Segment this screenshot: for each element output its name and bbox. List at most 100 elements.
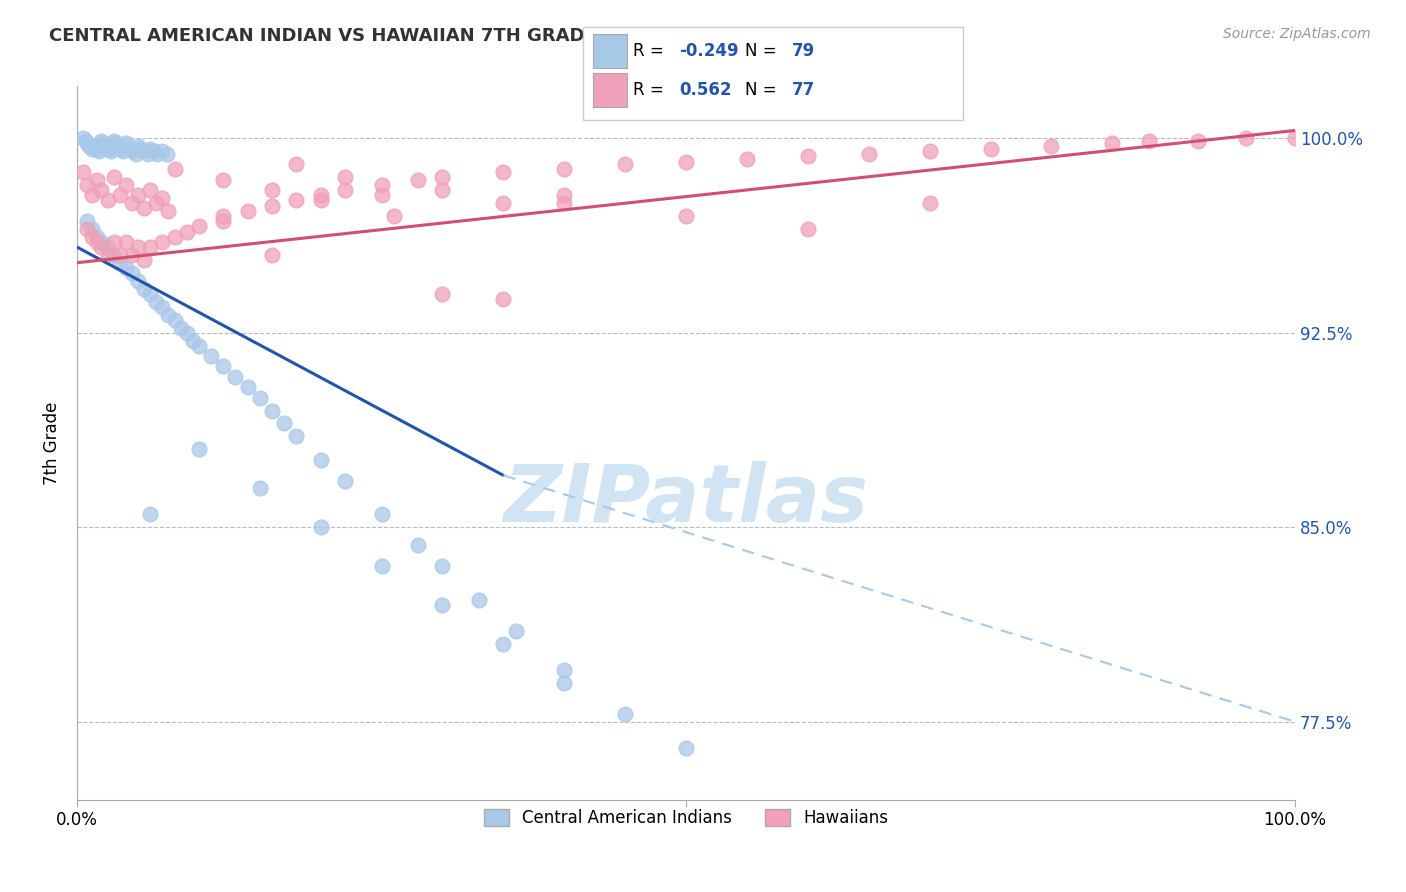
Point — [236, 380, 259, 394]
Point — [432, 559, 454, 574]
Point — [127, 240, 149, 254]
Point — [108, 248, 131, 262]
Point — [468, 592, 491, 607]
Point — [105, 136, 128, 151]
Point — [309, 452, 332, 467]
Point — [236, 203, 259, 218]
Point — [150, 300, 173, 314]
Point — [117, 139, 139, 153]
Point — [285, 157, 308, 171]
Point — [553, 663, 575, 677]
Point — [309, 188, 332, 202]
Point — [77, 139, 100, 153]
Point — [139, 286, 162, 301]
Point — [553, 675, 575, 690]
Point — [309, 520, 332, 534]
Text: CENTRAL AMERICAN INDIAN VS HAWAIIAN 7TH GRADE CORRELATION CHART: CENTRAL AMERICAN INDIAN VS HAWAIIAN 7TH … — [49, 27, 818, 45]
Point — [121, 248, 143, 262]
Point — [76, 136, 98, 151]
Point — [212, 209, 235, 223]
Point — [107, 139, 129, 153]
Point — [76, 178, 98, 192]
Point — [157, 203, 180, 218]
Point — [80, 142, 103, 156]
Point — [97, 142, 120, 156]
Point — [72, 165, 94, 179]
Point — [200, 349, 222, 363]
Point — [139, 183, 162, 197]
Point — [432, 170, 454, 185]
Point — [249, 481, 271, 495]
Point — [103, 248, 125, 262]
Point — [114, 260, 136, 275]
Point — [90, 134, 112, 148]
Point — [103, 134, 125, 148]
Point — [260, 403, 283, 417]
Point — [273, 417, 295, 431]
Point — [918, 196, 941, 211]
Point — [492, 637, 515, 651]
Point — [80, 188, 103, 202]
Text: 79: 79 — [792, 42, 815, 60]
Point — [505, 624, 527, 638]
Point — [406, 172, 429, 186]
Point — [139, 240, 162, 254]
Point — [212, 214, 235, 228]
Point — [249, 391, 271, 405]
Point — [145, 294, 167, 309]
Point — [176, 326, 198, 340]
Text: 0.562: 0.562 — [679, 81, 731, 99]
Point — [675, 154, 697, 169]
Point — [187, 219, 209, 234]
Point — [114, 235, 136, 249]
Point — [122, 144, 145, 158]
Point — [1040, 139, 1063, 153]
Point — [93, 136, 115, 151]
Point — [1137, 134, 1160, 148]
Point — [108, 256, 131, 270]
Point — [1187, 134, 1209, 148]
Point — [83, 139, 105, 153]
Point — [553, 188, 575, 202]
Point — [121, 196, 143, 211]
Point — [96, 248, 118, 262]
Point — [260, 248, 283, 262]
Point — [181, 334, 204, 348]
Point — [114, 136, 136, 151]
Point — [90, 183, 112, 197]
Point — [432, 286, 454, 301]
Point — [333, 170, 356, 185]
Point — [797, 222, 820, 236]
Point — [112, 144, 135, 158]
Point — [90, 240, 112, 254]
Point — [139, 142, 162, 156]
Point — [156, 146, 179, 161]
Point — [90, 235, 112, 249]
Point — [110, 142, 132, 156]
Point — [285, 194, 308, 208]
Point — [100, 144, 122, 158]
Point — [142, 144, 165, 158]
Point — [76, 222, 98, 236]
Point — [187, 442, 209, 457]
Point — [86, 172, 108, 186]
Point — [797, 149, 820, 163]
Point — [333, 183, 356, 197]
Point — [132, 144, 155, 158]
Point — [1101, 136, 1123, 151]
Point — [80, 222, 103, 236]
Point — [675, 740, 697, 755]
Y-axis label: 7th Grade: 7th Grade — [44, 401, 60, 484]
Point — [382, 209, 405, 223]
Point — [1284, 131, 1306, 145]
Text: Source: ZipAtlas.com: Source: ZipAtlas.com — [1223, 27, 1371, 41]
Point — [858, 146, 880, 161]
Text: N =: N = — [745, 42, 782, 60]
Point — [260, 183, 283, 197]
Point — [492, 292, 515, 306]
Point — [150, 144, 173, 158]
Point — [96, 240, 118, 254]
Point — [132, 201, 155, 215]
Point — [163, 162, 186, 177]
Point — [87, 144, 110, 158]
